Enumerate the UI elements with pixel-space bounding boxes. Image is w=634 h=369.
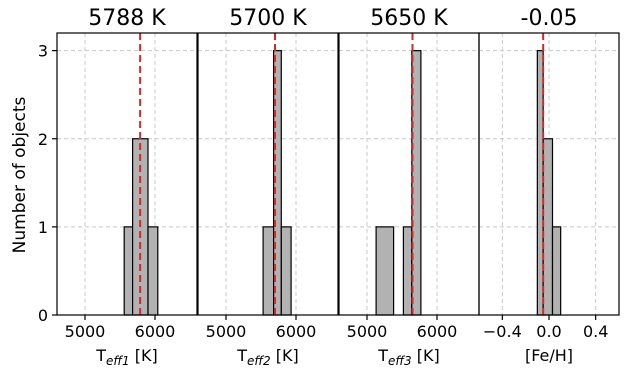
panel-frame [197, 32, 339, 316]
y-tick-label: 0 [38, 306, 48, 325]
histogram-bar [280, 226, 292, 316]
x-tick-label: −0.4 [483, 322, 522, 341]
histogram-bar [262, 226, 275, 316]
x-axis-label: Teff3 [K] [377, 346, 440, 368]
y-tick-label: 3 [38, 42, 48, 61]
panel-title: 5650 K [370, 6, 448, 31]
histogram-bar [147, 226, 159, 316]
x-tick-label: 5000 [65, 322, 106, 341]
x-tick-label: 0.4 [583, 322, 608, 341]
x-axis-label: Teff2 [K] [236, 346, 299, 368]
x-tick-label: 6000 [135, 322, 176, 341]
histogram-bar [123, 226, 134, 316]
panel-title: -0.05 [521, 6, 578, 31]
x-tick-label: 6000 [417, 322, 458, 341]
histogram-bar [542, 138, 554, 316]
y-tick-label: 1 [38, 218, 48, 237]
panel-frame [56, 32, 198, 316]
panel-title: 5788 K [88, 6, 166, 31]
y-axis-label: Number of objects [10, 96, 30, 253]
histogram-bar [375, 226, 395, 316]
x-axis-label: [Fe/H] [525, 346, 573, 365]
histogram-bar [551, 226, 562, 316]
x-tick-label: 0.0 [536, 322, 561, 341]
x-tick-label: 5000 [347, 322, 388, 341]
panel-title: 5700 K [229, 6, 307, 31]
x-axis-label: Teff1 [K] [95, 346, 158, 368]
histogram-bar [402, 226, 413, 316]
x-tick-label: 6000 [276, 322, 317, 341]
y-tick-label: 2 [38, 130, 48, 149]
panels-group: 5000 6000 5788 K Teff1 [K] 0 1 2 3 5000 6000 5700 … [38, 6, 620, 368]
x-tick-label: 5000 [206, 322, 247, 341]
